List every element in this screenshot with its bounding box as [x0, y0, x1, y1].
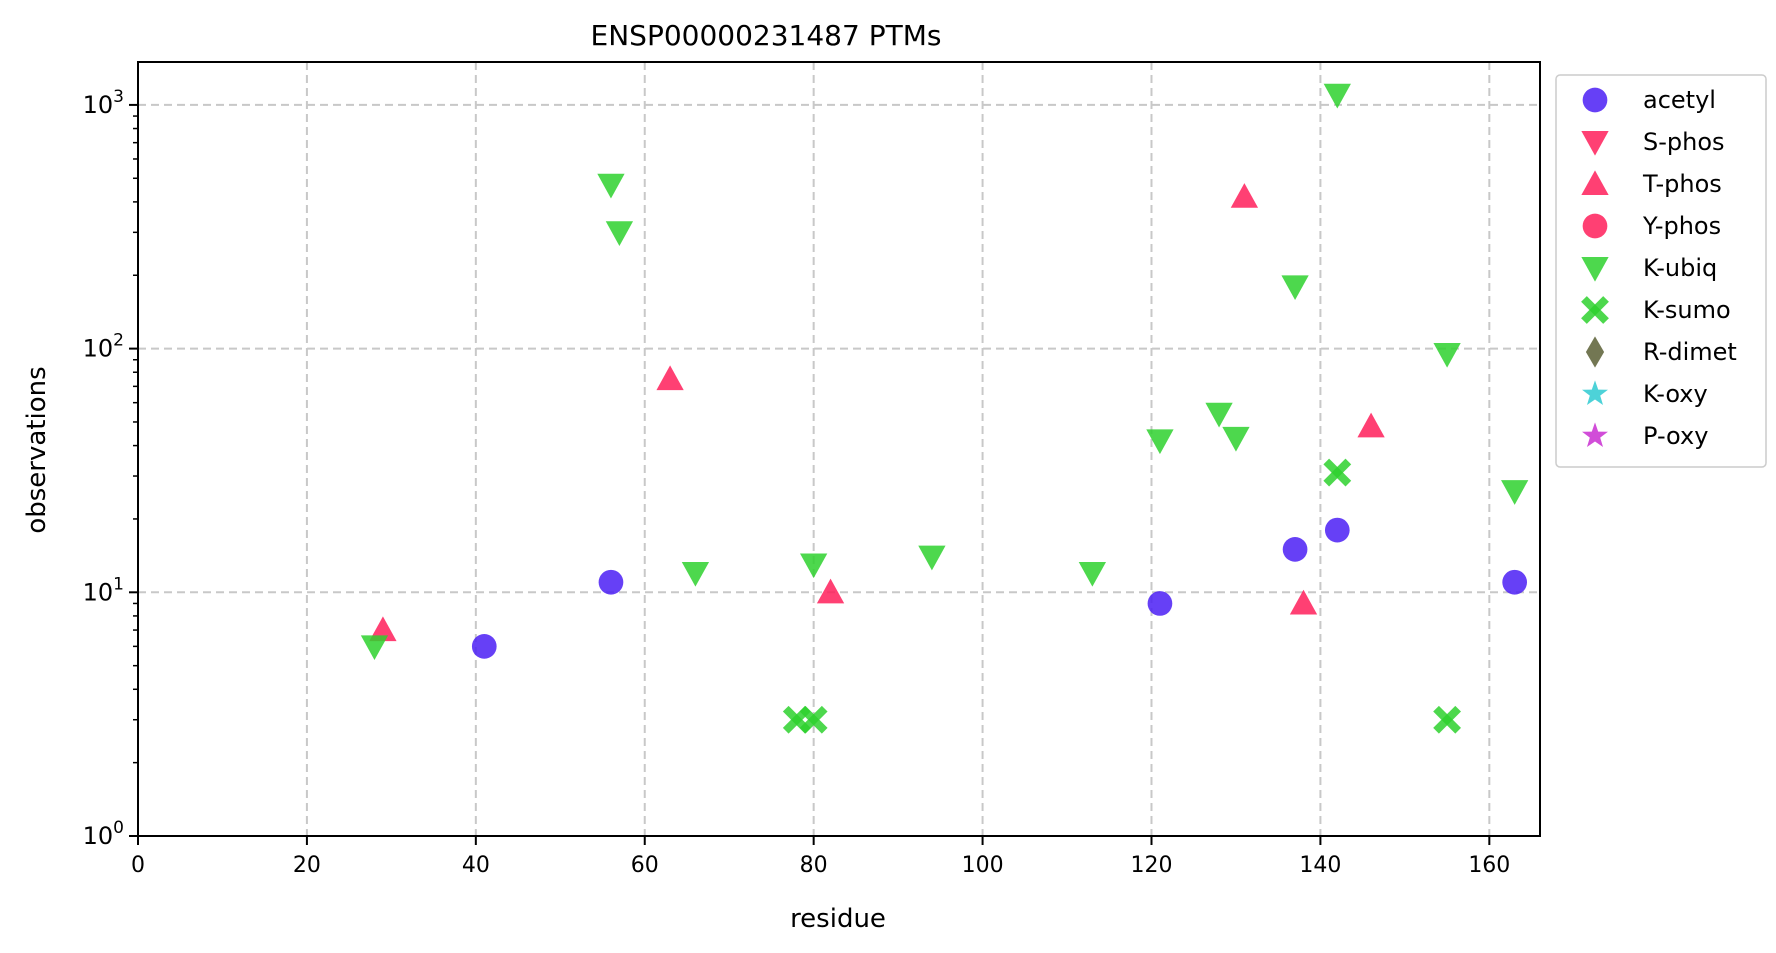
legend-label: acetyl [1643, 86, 1716, 114]
data-point-k-ubiq [1222, 426, 1250, 452]
data-point-k-sumo [1433, 705, 1461, 734]
x-tick-label: 20 [293, 853, 321, 878]
x-tick-label: 80 [800, 853, 828, 878]
y-tick-label: 102 [83, 331, 124, 363]
data-point-k-ubiq [800, 553, 828, 579]
data-point-acetyl [471, 634, 497, 659]
data-point-k-ubiq [918, 545, 946, 571]
legend-marker-acetyl [1582, 87, 1608, 113]
data-point-acetyl [1147, 591, 1173, 616]
data-point-k-ubiq [681, 561, 710, 587]
grid-layer [138, 62, 1540, 836]
y-tick-label: 101 [83, 574, 124, 606]
data-point-k-sumo [799, 705, 828, 734]
legend-label: K-oxy [1643, 380, 1708, 408]
legend-marker-k-ubiq [1581, 256, 1609, 282]
x-tick-label: 100 [962, 853, 1004, 878]
data-point-k-ubiq [1146, 429, 1174, 455]
data-point-t-phos [1289, 589, 1318, 615]
chart-title: ENSP00000231487 PTMs [591, 19, 942, 52]
data-point-k-sumo [1323, 458, 1352, 487]
legend-label: Y-phos [1642, 212, 1721, 240]
legend-marker-s-phos [1581, 130, 1609, 156]
legend-marker-k-sumo [1581, 296, 1609, 324]
x-tick-label: 120 [1130, 853, 1172, 878]
x-tick-label: 160 [1468, 853, 1510, 878]
data-point-t-phos [656, 365, 684, 391]
data-point-k-ubiq [1078, 561, 1107, 587]
data-point-k-ubiq [597, 173, 625, 199]
y-axis-label: observations [22, 366, 52, 533]
data-point-k-ubiq [1501, 480, 1529, 505]
x-tick-label: 40 [462, 853, 490, 878]
data-point-k-ubiq [1205, 402, 1233, 428]
x-axis-label: residue [790, 904, 886, 934]
data-point-t-phos [1357, 412, 1385, 438]
data-point-acetyl [598, 569, 624, 595]
data-point-acetyl [1324, 517, 1350, 543]
data-point-k-ubiq [1433, 342, 1461, 368]
y-tick-label: 103 [83, 87, 124, 119]
legend-marker-k-oxy [1582, 380, 1608, 406]
axes-layer: 0 20 40 60 80 100 120 140 160 100 101 102 103 [83, 61, 1541, 878]
legend-label: T-phos [1642, 170, 1722, 198]
legend-box [1555, 74, 1767, 468]
data-point-k-ubiq [360, 635, 389, 661]
legend-label: K-sumo [1643, 296, 1731, 324]
plot-frame [137, 61, 1541, 837]
data-point-acetyl [1282, 537, 1308, 562]
x-tick-label: 60 [631, 853, 659, 878]
legend-marker-y-phos [1582, 213, 1608, 239]
data-point-t-phos [816, 578, 845, 604]
legend-label: P-oxy [1643, 422, 1708, 450]
data-point-t-phos [369, 616, 397, 642]
legend-marker-t-phos [1581, 170, 1609, 196]
y-tick-label: 100 [83, 818, 124, 850]
legend: acetyl S-phos T-phos Y-phos K-ubiq K-sumo R-di… [1555, 74, 1767, 468]
data-point-acetyl [1502, 569, 1528, 595]
x-tick-label: 0 [131, 853, 145, 878]
marks-layer [360, 83, 1529, 734]
data-point-t-phos [1230, 183, 1259, 208]
legend-label: S-phos [1643, 128, 1725, 156]
legend-label: K-ubiq [1643, 254, 1717, 282]
data-point-k-ubiq [1323, 83, 1351, 109]
data-point-k-ubiq [1281, 275, 1309, 301]
data-point-k-ubiq [605, 221, 634, 246]
legend-marker-r-dimet [1585, 336, 1605, 368]
x-tick-label: 140 [1299, 853, 1341, 878]
legend-label: R-dimet [1643, 338, 1737, 366]
legend-marker-p-oxy [1582, 422, 1608, 448]
